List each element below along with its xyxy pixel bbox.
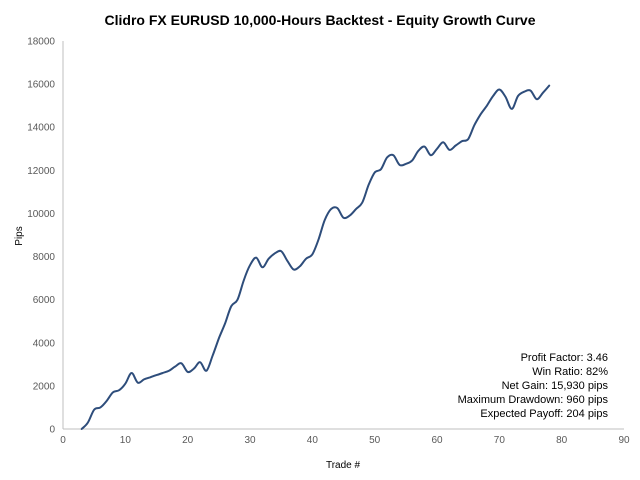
y-tick-label: 18000 [27,37,55,48]
x-tick-label: 90 [618,435,630,446]
y-tick-label: 10000 [27,209,55,220]
x-tick-label: 80 [556,435,568,446]
net-gain-text: Net Gain: 15,930 pips [501,380,608,392]
y-tick-label: 14000 [27,123,55,134]
x-tick-label: 30 [244,435,256,446]
x-tick-label: 40 [307,435,319,446]
y-tick-label: 12000 [27,166,55,177]
x-tick-label: 20 [182,435,194,446]
x-tick-label: 0 [60,435,66,446]
chart-title: Clidro FX EURUSD 10,000-Hours Backtest -… [105,12,536,28]
x-tick-label: 70 [494,435,506,446]
y-tick-labels: 0 2000 4000 6000 8000 10000 12000 14000 16000 180… [27,37,55,436]
x-tick-labels: 0 10 20 30 40 50 60 70 80 90 [60,435,630,446]
y-tick-label: 16000 [27,80,55,91]
x-tick-label: 10 [120,435,132,446]
x-tick-label: 50 [369,435,381,446]
equity-series-line [80,84,551,430]
max-drawdown-text: Maximum Drawdown: 960 pips [457,394,608,406]
y-tick-label: 8000 [33,252,56,263]
chart-axes [62,41,624,430]
y-tick-label: 4000 [33,338,56,349]
y-axis-label: Pips [14,226,25,245]
profit-factor-text: Profit Factor: 3.46 [520,352,608,364]
y-tick-label: 2000 [33,381,56,392]
win-ratio-text: Win Ratio: 82% [532,366,608,378]
y-tick-label: 6000 [33,295,56,306]
x-tick-label: 60 [431,435,443,446]
expected-payoff-text: Expected Payoff: 204 pips [480,408,608,420]
stats-panel: Profit Factor: 3.46 Win Ratio: 82% Net G… [458,351,608,421]
x-axis-label: Trade # [326,460,361,471]
y-tick-label: 0 [49,425,55,436]
